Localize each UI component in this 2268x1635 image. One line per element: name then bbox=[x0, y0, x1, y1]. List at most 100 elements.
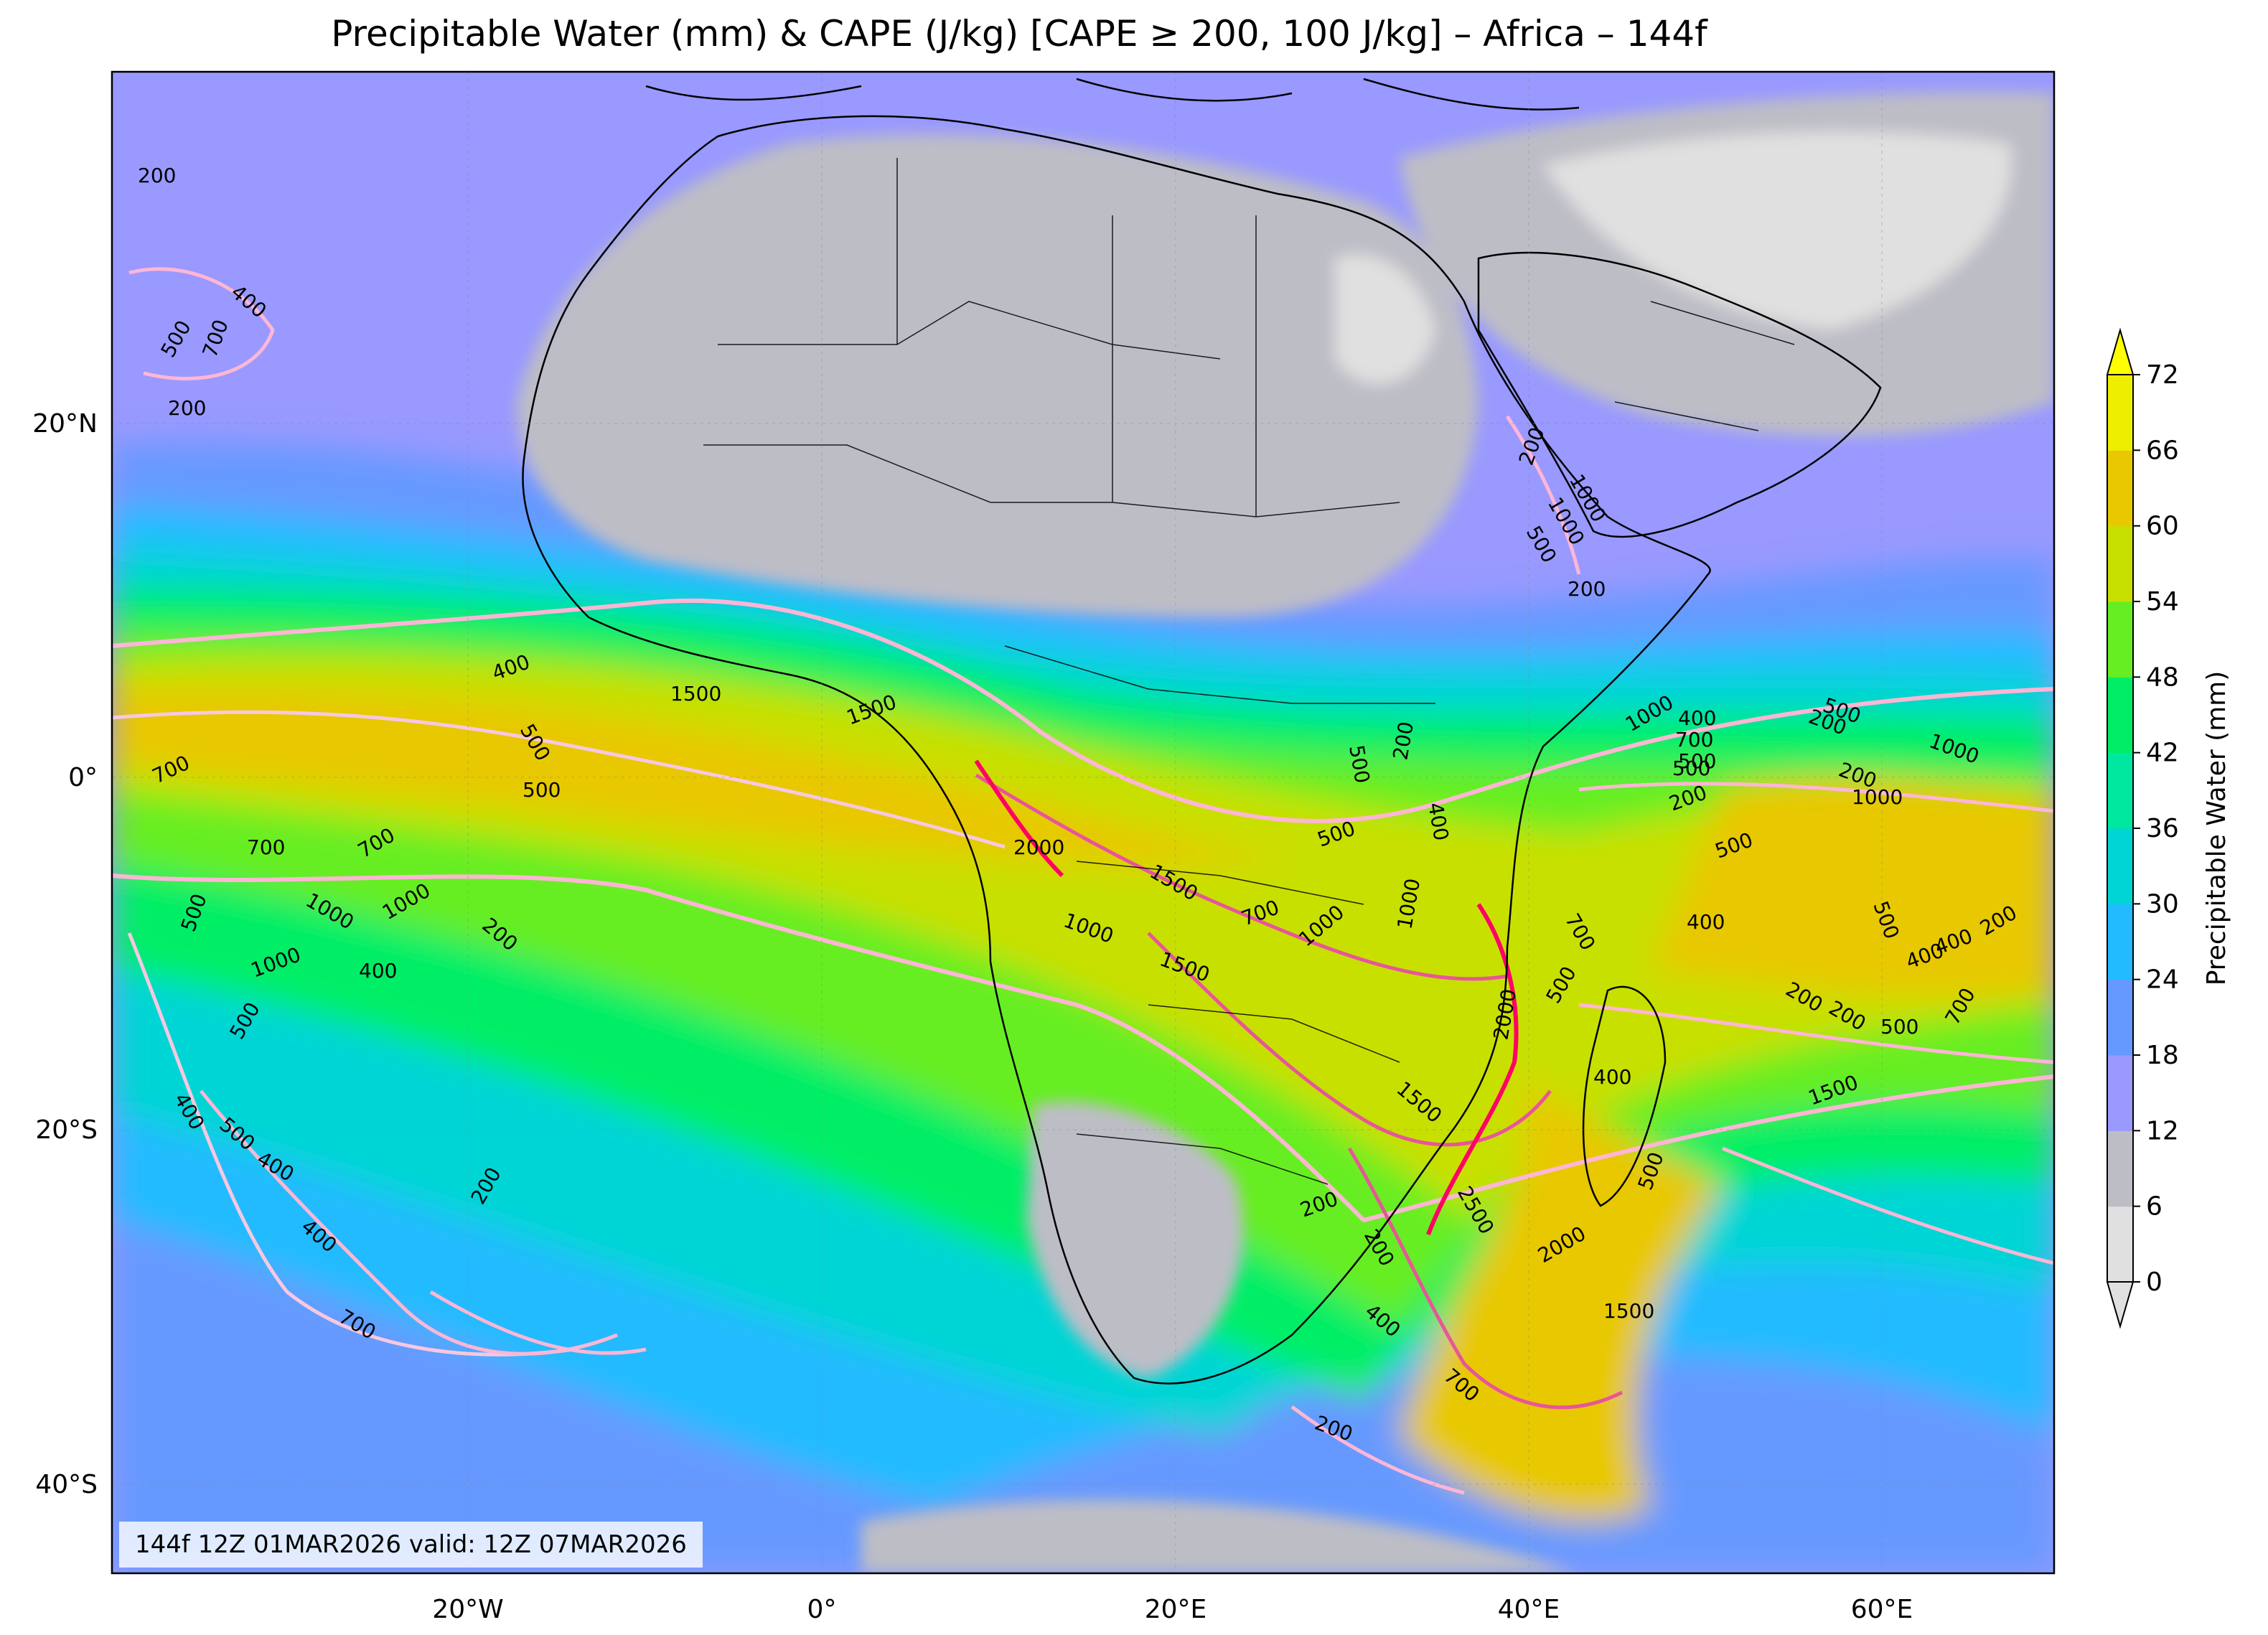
cape-label: 1000 bbox=[1852, 785, 1903, 809]
arabia-very-dry bbox=[1543, 131, 2012, 330]
colorbar-tick-label: 24 bbox=[2146, 965, 2179, 995]
cape-label: 400 bbox=[1687, 910, 1725, 934]
lat-tick-label: 40°S bbox=[35, 1470, 98, 1499]
sahara-very-dry bbox=[1335, 254, 1435, 384]
lat-tick-labels: 20°N 0° 20°S 40°S bbox=[32, 409, 98, 1499]
cape-contour-atlantic-2 bbox=[127, 932, 575, 1357]
colorbar: 0 6 12 18 24 30 36 42 48 54 60 66 72 Precipitable Wat… bbox=[2106, 327, 2231, 1329]
colorbar-tick-label: 30 bbox=[2146, 889, 2179, 919]
colorbar-segment bbox=[2107, 677, 2133, 754]
colorbar-segment bbox=[2107, 1130, 2133, 1207]
lon-tick-label: 20°W bbox=[432, 1595, 503, 1624]
cape-label: 200 bbox=[1568, 577, 1606, 601]
arabia-coastline bbox=[1477, 251, 1882, 538]
cape-contour-indian-1 bbox=[1578, 782, 2054, 813]
cape-label: 2000 bbox=[1013, 835, 1064, 859]
colorbar-segment bbox=[2107, 375, 2133, 451]
south-africa-dry bbox=[1026, 1101, 1244, 1378]
lon-tick-labels: 20°W 0° 20°E 40°E 60°E bbox=[432, 1595, 1913, 1624]
cape-label: 400 bbox=[1678, 706, 1716, 730]
lon-tick-label: 20°E bbox=[1145, 1595, 1207, 1624]
border-line bbox=[703, 444, 1400, 517]
pw-band-54-east bbox=[1651, 777, 2054, 997]
cape-contour-itcz-south bbox=[112, 873, 2054, 1222]
border-line bbox=[896, 158, 1257, 517]
cape-label: 500 bbox=[1672, 756, 1710, 780]
coastlines bbox=[522, 78, 1882, 1385]
colorbar-tick-label: 36 bbox=[2146, 814, 2179, 843]
cape-contours bbox=[112, 267, 2054, 1495]
cape-label: 400 bbox=[1593, 1065, 1631, 1089]
cape-label: 200 bbox=[168, 396, 206, 420]
colorbar-segment bbox=[2107, 525, 2133, 602]
border-line bbox=[718, 301, 1221, 360]
colorbar-segment bbox=[2107, 1206, 2133, 1283]
border-line bbox=[1076, 1133, 1329, 1185]
lon-tick-label: 40°E bbox=[1498, 1595, 1560, 1624]
colorbar-title: Precipitable Water (mm) bbox=[2202, 671, 2231, 986]
border-line bbox=[1614, 301, 1795, 431]
colorbar-segment bbox=[2107, 979, 2133, 1056]
colorbar-segment bbox=[2107, 601, 2133, 678]
pw-band-54-south bbox=[1400, 1077, 1723, 1522]
pw-band-54 bbox=[112, 688, 1292, 864]
cape-label: 700 bbox=[1675, 728, 1713, 751]
cape-contour-indian-3 bbox=[1722, 1146, 2054, 1265]
country-borders bbox=[703, 158, 1795, 1185]
cape-label: 1500 bbox=[670, 682, 721, 706]
map-area: 200 400 500 700 200 1500 1500 400 500 50… bbox=[112, 72, 2054, 1573]
cape-label: 400 bbox=[359, 959, 397, 983]
africa-coastline bbox=[522, 115, 1711, 1385]
colorbar-extend-max bbox=[2106, 327, 2135, 375]
colorbar-tick-label: 72 bbox=[2146, 360, 2179, 390]
cape-contour-indian-2 bbox=[1578, 1003, 2054, 1064]
lon-tick-label: 0° bbox=[807, 1595, 837, 1624]
colorbar-segment bbox=[2107, 450, 2133, 527]
cape-contour-strong-2 bbox=[974, 759, 1064, 878]
dry-land-field bbox=[517, 92, 2054, 1573]
cape-label: 200 bbox=[138, 164, 176, 187]
cape-contour-red-sea bbox=[1505, 415, 1581, 575]
border-line bbox=[1004, 645, 1435, 704]
cape-label: 500 bbox=[523, 778, 561, 802]
figure-title: Precipitable Water (mm) & CAPE (J/kg) [C… bbox=[331, 13, 1707, 55]
colorbar-segment bbox=[2107, 1055, 2133, 1131]
colorbar-segment bbox=[2107, 828, 2133, 904]
gridlines bbox=[112, 72, 2054, 1573]
lat-tick-label: 20°S bbox=[35, 1115, 98, 1145]
cape-label: 500 bbox=[1678, 749, 1716, 773]
colorbar-segment bbox=[2107, 752, 2133, 829]
lat-tick-label: 0° bbox=[68, 763, 98, 792]
colorbar-segment bbox=[2107, 904, 2133, 980]
cape-contour-agulhas bbox=[1290, 1405, 1465, 1495]
cape-contour-south-atl bbox=[200, 1090, 618, 1356]
colorbar-tick-label: 0 bbox=[2146, 1268, 2162, 1297]
cape-contour-congo-1 bbox=[975, 773, 1508, 981]
cape-contour-nw-atlantic bbox=[128, 267, 275, 380]
colorbar-tick-label: 54 bbox=[2146, 587, 2179, 617]
cape-contour-sw-atlantic bbox=[429, 1290, 647, 1355]
cape-label: 1500 bbox=[1603, 1299, 1654, 1323]
cape-label: 700 bbox=[247, 835, 285, 859]
valid-time-box: 144f 12Z 01MAR2026 valid: 12Z 07MAR2026 bbox=[119, 1522, 703, 1568]
madagascar-coastline bbox=[1582, 985, 1667, 1207]
colorbar-tick-label: 6 bbox=[2146, 1192, 2162, 1222]
colorbar-tick-label: 12 bbox=[2146, 1116, 2179, 1146]
cape-contour-atlantic-1 bbox=[112, 710, 1006, 849]
cape-label: 500 bbox=[1880, 1015, 1918, 1039]
sahara-dry bbox=[517, 134, 1479, 617]
border-line bbox=[1076, 861, 1400, 1063]
lon-tick-label: 60°E bbox=[1851, 1595, 1913, 1624]
lat-tick-label: 20°N bbox=[32, 409, 98, 439]
ocean-dry-sw bbox=[861, 1499, 1579, 1573]
colorbar-tick-label: 48 bbox=[2146, 662, 2179, 692]
colorbar-tick-label: 66 bbox=[2146, 436, 2179, 465]
cape-contour-mozambique bbox=[1347, 1147, 1623, 1410]
colorbar-tick-label: 18 bbox=[2146, 1041, 2179, 1070]
colorbar-tick-label: 42 bbox=[2146, 739, 2179, 768]
map-border bbox=[111, 70, 2056, 1575]
cape-contour-congo-2 bbox=[1147, 932, 1552, 1147]
cape-contour-strong-1 bbox=[1426, 903, 1519, 1236]
colorbar-tick-label: 60 bbox=[2146, 512, 2179, 541]
